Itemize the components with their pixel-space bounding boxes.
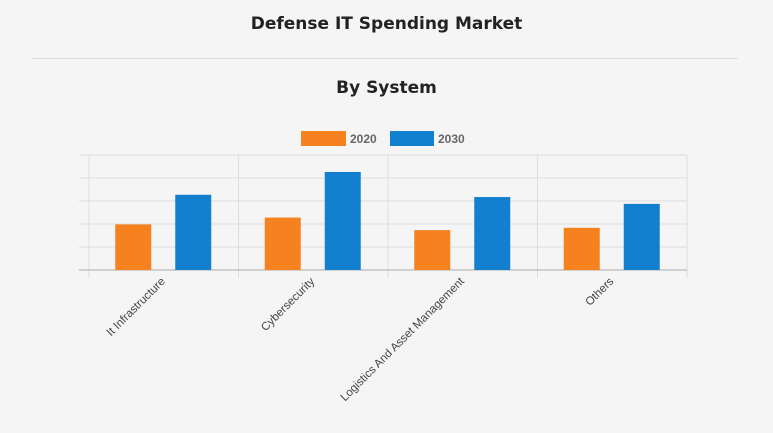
bar-2030-1[interactable] [324, 171, 361, 270]
legend-swatch-2020[interactable] [301, 131, 346, 146]
bar-2020-1[interactable] [264, 217, 301, 270]
bars [115, 171, 660, 270]
legend-label-2020[interactable]: 2020 [350, 132, 377, 146]
bar-2030-2[interactable] [474, 197, 511, 270]
bar-2020-0[interactable] [115, 224, 152, 270]
bar-2020-3[interactable] [563, 227, 600, 270]
x-axis: It Infrastructure Cybersecurity Logistics … [105, 275, 617, 404]
chart-subtitle: By System [336, 78, 437, 98]
legend[interactable]: 2020 2030 [301, 131, 465, 146]
bar-2030-3[interactable] [623, 203, 660, 270]
x-tick-label: It Infrastructure [105, 276, 168, 339]
title-divider [32, 58, 738, 59]
legend-swatch-2030[interactable] [390, 131, 434, 146]
bar-2020-2[interactable] [414, 230, 451, 270]
x-tick-label: Cybersecurity [259, 275, 317, 333]
x-tick-label: Logistics And Asset Management [339, 275, 468, 404]
x-tick-label: Others [583, 275, 616, 308]
bar-2030-0[interactable] [175, 194, 212, 270]
page-title: Defense IT Spending Market [250, 14, 523, 34]
legend-label-2030[interactable]: 2030 [438, 132, 465, 146]
